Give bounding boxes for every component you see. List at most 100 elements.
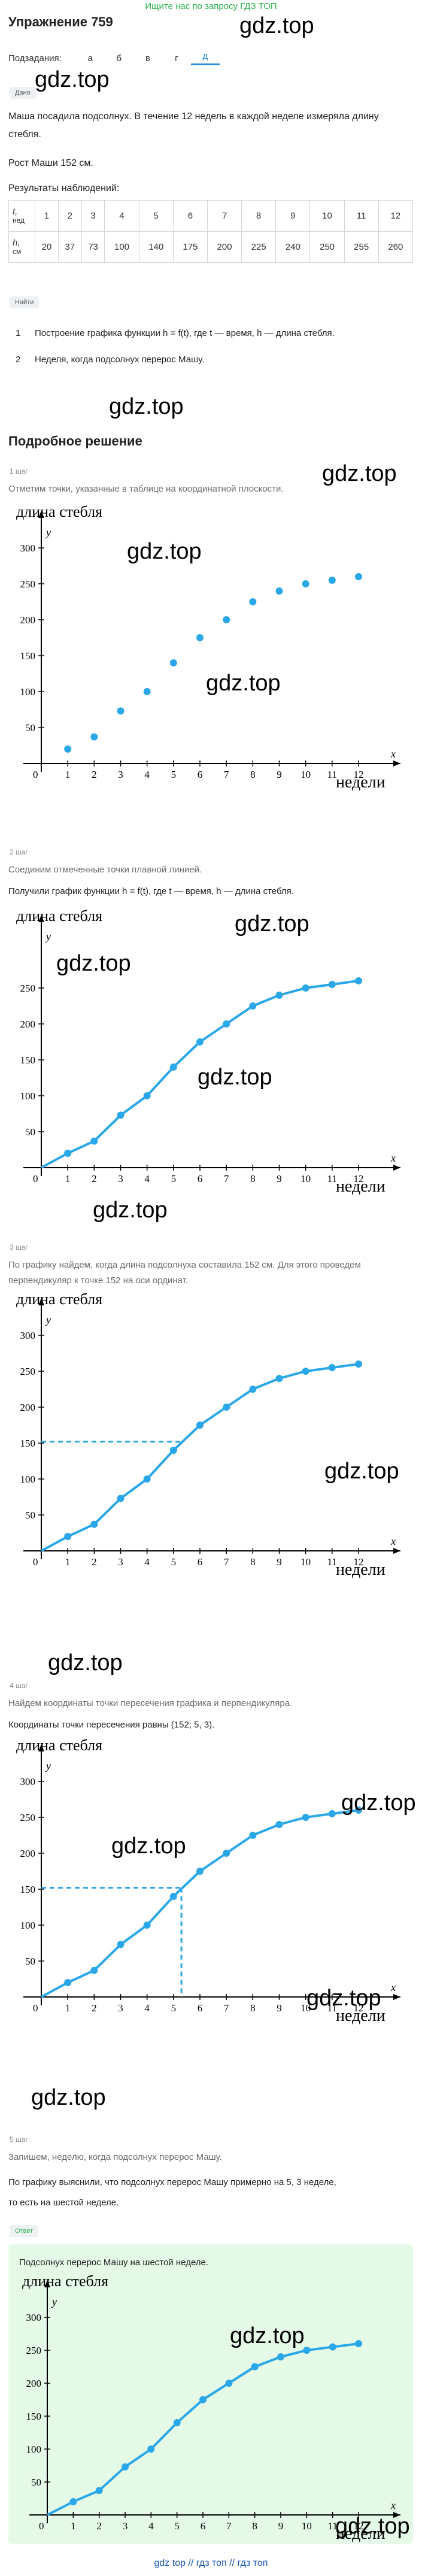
x-tick-label: 7 (224, 769, 229, 780)
y-tick-label: 100 (26, 2444, 42, 2455)
table-cell: 260 (378, 231, 414, 263)
y-tick-label: 250 (20, 1366, 36, 1377)
y-tick-label: 150 (20, 1054, 36, 1066)
step-text: Отметим точки, указанные в таблице на ко… (8, 484, 284, 494)
data-point (117, 707, 125, 715)
subtask-v[interactable]: в (145, 53, 150, 63)
y-tick-label: 100 (20, 686, 36, 698)
y-axis-letter: y (45, 1760, 51, 1772)
data-point (302, 984, 309, 992)
data-point (275, 1821, 283, 1828)
watermark: gdz.top (109, 394, 184, 419)
find-item: Неделя, когда подсолнух перерос Машу. (35, 354, 205, 365)
x-tick-label: 3 (118, 2002, 123, 2014)
data-point (249, 1002, 257, 1010)
x-tick-label: 3 (118, 1556, 123, 1568)
x-tick-label: 3 (118, 769, 123, 780)
x-tick-label: 12 (354, 1556, 364, 1568)
data-point (303, 2347, 311, 2354)
data-point (196, 1422, 204, 1429)
watermark: gdz.top (48, 1650, 123, 1675)
data-point (277, 2353, 284, 2360)
x-tick-label: 5 (171, 769, 177, 780)
step-label: 5 шаг (10, 2135, 28, 2144)
y-tick-label: 150 (20, 650, 36, 662)
origin-label: 0 (33, 769, 38, 780)
data-point (275, 992, 283, 999)
watermark: gdz.top (335, 2514, 410, 2539)
origin-label: 0 (39, 2520, 44, 2532)
given-height: Рост Маши 152 см. (8, 158, 93, 168)
watermark: gdz.top (230, 2323, 305, 2348)
x-tick-label: 8 (250, 2002, 256, 2014)
data-point (355, 573, 362, 580)
x-tick-label: 7 (224, 1556, 229, 1568)
data-point (64, 1533, 72, 1540)
x-tick-label: 11 (327, 2520, 337, 2532)
table-cell: 250 (309, 231, 345, 263)
y-axis-letter: y (51, 2296, 57, 2308)
observation-table: t, нед 1 2 3 4 5 6 7 8 9 10 11 12 h, см 20… (8, 200, 414, 263)
data-point (196, 634, 204, 641)
watermark: gdz.top (198, 1065, 272, 1090)
data-point (328, 981, 336, 988)
x-tick-label: 5 (171, 2002, 177, 2014)
x-tick-label: 10 (300, 769, 311, 780)
subtask-b[interactable]: б (116, 53, 122, 63)
origin-label: 0 (33, 1173, 38, 1184)
x-tick-label: 8 (250, 1556, 256, 1568)
watermark: gdz.top (35, 67, 110, 92)
data-point (251, 2363, 259, 2371)
x-tick-label: 1 (65, 1556, 71, 1568)
x-tick-label: 10 (300, 2002, 311, 2014)
watermark: gdz.top (111, 1833, 186, 1859)
x-tick-label: 5 (171, 1556, 177, 1568)
y-axis-letter: y (45, 1314, 51, 1326)
data-point (302, 1814, 309, 1821)
x-tick-label: 1 (65, 769, 71, 780)
footer-links[interactable]: gdz top // гдз топ // гдз топ (154, 2558, 268, 2568)
data-point (147, 2445, 155, 2453)
step-text: то есть на шестой неделе. (8, 2198, 119, 2208)
x-tick-label: 8 (250, 769, 256, 780)
data-point (329, 2343, 336, 2351)
y-axis-label: длина стебля (16, 1736, 102, 1754)
watermark: gdz.top (341, 1790, 416, 1816)
subtask-a[interactable]: а (87, 53, 93, 63)
table-cell: 2 (57, 200, 82, 232)
x-tick-label: 9 (277, 2002, 282, 2014)
x-tick-label: 11 (327, 2002, 337, 2014)
find-badge: Найти (10, 296, 40, 308)
x-axis-arrow (393, 2512, 400, 2518)
watermark: gdz.top (127, 539, 202, 564)
table-cell: 240 (275, 231, 311, 263)
given-paragraph: Маша посадила подсолнух. В течение 12 не… (8, 111, 379, 140)
y-tick-label: 300 (20, 543, 36, 554)
x-tick-label: 1 (65, 2002, 71, 2014)
data-point (249, 1386, 257, 1393)
y-axis-label: длина стебля (16, 907, 102, 925)
series-line (41, 1809, 359, 1998)
y-axis-arrow (44, 2280, 50, 2287)
x-tick-label: 1 (65, 1173, 71, 1184)
subtask-d[interactable]: д (190, 51, 220, 65)
x-tick-label: 6 (198, 2002, 203, 2014)
x-axis-label: недели (336, 773, 385, 792)
y-axis-letter: y (45, 931, 51, 942)
y-tick-label: 50 (25, 1510, 35, 1521)
y-tick-label: 50 (31, 2477, 41, 2488)
series-line (41, 1363, 359, 1552)
y-tick-label: 200 (20, 1019, 36, 1030)
data-point (169, 659, 177, 666)
promo-banner[interactable]: Ищите нас по запросу ГДЗ ТОП (145, 1, 277, 11)
answer-badge: Ответ (10, 2225, 39, 2237)
x-tick-label: 9 (277, 1173, 282, 1184)
watermark: gdz.top (93, 1198, 168, 1223)
x-tick-label: 7 (224, 2002, 229, 2014)
data-point (143, 1092, 151, 1099)
y-tick-label: 250 (20, 1812, 36, 1823)
y-tick-label: 250 (20, 578, 36, 590)
subtask-g[interactable]: г (175, 53, 178, 63)
